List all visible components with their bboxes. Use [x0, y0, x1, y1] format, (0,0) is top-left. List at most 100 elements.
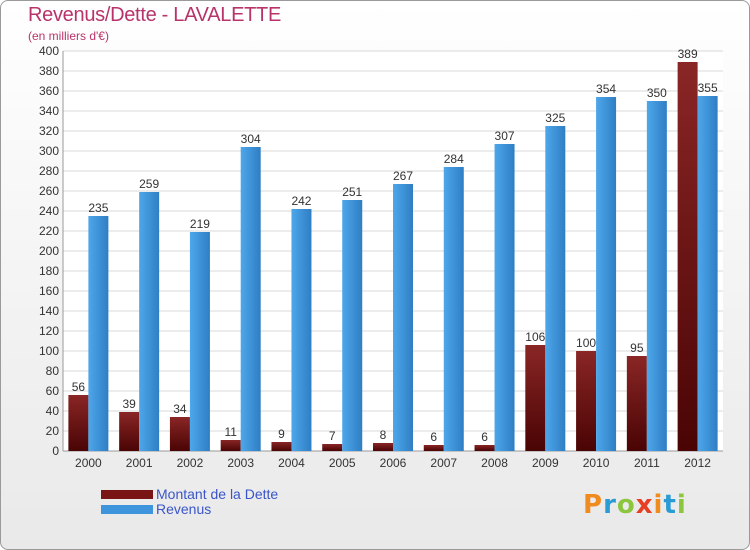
data-label-dette: 9 — [278, 427, 285, 441]
logo-letter: t — [663, 490, 677, 520]
data-label-dette: 6 — [430, 430, 437, 444]
bar-revenus — [443, 167, 464, 451]
x-tick-label: 2003 — [227, 456, 254, 470]
y-tick-label: 100 — [39, 344, 59, 358]
data-label-dette: 106 — [525, 330, 545, 344]
y-tick-label: 40 — [46, 404, 60, 418]
data-label-revenus: 259 — [139, 177, 159, 191]
bar-dette — [169, 417, 190, 451]
data-label-revenus: 284 — [444, 152, 464, 166]
bar-dette — [373, 443, 393, 451]
x-tick-label: 2007 — [430, 456, 457, 470]
bar-revenus — [189, 232, 210, 451]
bar-dette — [423, 445, 444, 451]
data-label-dette: 7 — [329, 429, 336, 443]
legend-label-revenus: Revenus — [156, 501, 212, 517]
bar-dette — [119, 412, 140, 451]
y-tick-label: 80 — [46, 364, 60, 378]
y-tick-label: 60 — [46, 384, 60, 398]
y-tick-label: 320 — [39, 124, 59, 138]
y-tick-label: 20 — [46, 424, 60, 438]
y-tick-label: 260 — [39, 184, 59, 198]
y-tick-label: 360 — [39, 84, 59, 98]
logo-letter: i — [653, 490, 664, 520]
x-tick-label: 2006 — [380, 456, 407, 470]
bar-revenus — [646, 101, 667, 451]
proxiti-logo: Proxiti — [583, 490, 687, 520]
x-tick-label: 2010 — [583, 456, 610, 470]
data-label-revenus: 354 — [596, 82, 616, 96]
data-label-revenus: 355 — [698, 81, 718, 95]
y-tick-label: 160 — [39, 284, 59, 298]
bar-dette — [322, 444, 343, 451]
bar-dette — [474, 445, 495, 451]
chart-subtitle: (en milliers d'€) — [28, 29, 109, 43]
x-tick-label: 2011 — [634, 456, 660, 470]
data-label-dette: 100 — [576, 336, 596, 350]
x-tick-label: 2000 — [75, 456, 102, 470]
logo-letter: o — [616, 490, 636, 520]
data-label-dette: 95 — [630, 341, 644, 355]
data-label-dette: 6 — [481, 430, 488, 444]
data-label-dette: 389 — [678, 47, 698, 61]
y-tick-label: 380 — [39, 64, 59, 78]
y-tick-label: 280 — [39, 164, 59, 178]
bar-revenus — [697, 96, 718, 451]
legend-label-dette: Montant de la Dette — [156, 486, 279, 502]
bar-dette — [525, 345, 546, 451]
data-label-dette: 8 — [380, 428, 387, 442]
bar-dette — [68, 395, 89, 451]
bar-chart: 0 20 40 60 80 100 120 140 160 180 200 220 240 260 280 3… — [39, 44, 723, 470]
data-label-revenus: 235 — [88, 201, 108, 215]
data-label-dette: 11 — [224, 425, 237, 439]
legend-swatch-revenus — [101, 505, 153, 514]
y-tick-label: 400 — [39, 44, 59, 58]
data-label-revenus: 304 — [241, 132, 261, 146]
data-label-dette: 39 — [122, 397, 136, 411]
bar-dette — [271, 442, 292, 451]
bar-revenus — [342, 200, 363, 451]
logo-letter: i — [676, 490, 687, 520]
legend-swatch-dette — [101, 490, 153, 499]
y-tick-label: 300 — [39, 144, 59, 158]
x-tick-label: 2004 — [278, 456, 305, 470]
data-label-revenus: 242 — [291, 194, 311, 208]
logo-letter: P — [583, 490, 604, 520]
x-tick-label: 2009 — [532, 456, 559, 470]
x-tick-label: 2008 — [481, 456, 508, 470]
data-label-revenus: 350 — [647, 86, 667, 100]
y-tick-label: 340 — [39, 104, 59, 118]
logo-letter: r — [603, 490, 617, 520]
y-tick-label: 200 — [39, 244, 59, 258]
bar-revenus — [393, 184, 413, 451]
data-label-dette: 34 — [173, 402, 187, 416]
x-tick-label: 2012 — [684, 456, 711, 470]
x-tick-label: 2002 — [177, 456, 204, 470]
bar-revenus — [240, 147, 261, 451]
bar-dette — [220, 440, 241, 451]
data-label-revenus: 307 — [495, 129, 515, 143]
bar-revenus — [88, 216, 109, 451]
y-tick-label: 220 — [39, 224, 59, 238]
bar-dette — [677, 62, 698, 451]
data-label-revenus: 267 — [393, 169, 413, 183]
x-tick-label: 2001 — [126, 456, 153, 470]
bar-revenus — [596, 97, 617, 451]
data-label-revenus: 219 — [190, 217, 210, 231]
data-label-revenus: 325 — [545, 111, 565, 125]
y-tick-label: 240 — [39, 204, 59, 218]
bar-revenus — [291, 209, 312, 451]
bar-revenus — [494, 144, 515, 451]
y-tick-label: 140 — [39, 304, 59, 318]
y-tick-label: 0 — [52, 444, 59, 458]
y-tick-label: 180 — [39, 264, 59, 278]
bar-dette — [626, 356, 647, 451]
bar-revenus — [139, 192, 160, 451]
data-label-dette: 56 — [72, 380, 86, 394]
x-tick-label: 2005 — [329, 456, 356, 470]
logo-letter: x — [635, 490, 654, 520]
bar-dette — [576, 351, 597, 451]
data-label-revenus: 251 — [342, 185, 362, 199]
y-tick-label: 120 — [39, 324, 59, 338]
